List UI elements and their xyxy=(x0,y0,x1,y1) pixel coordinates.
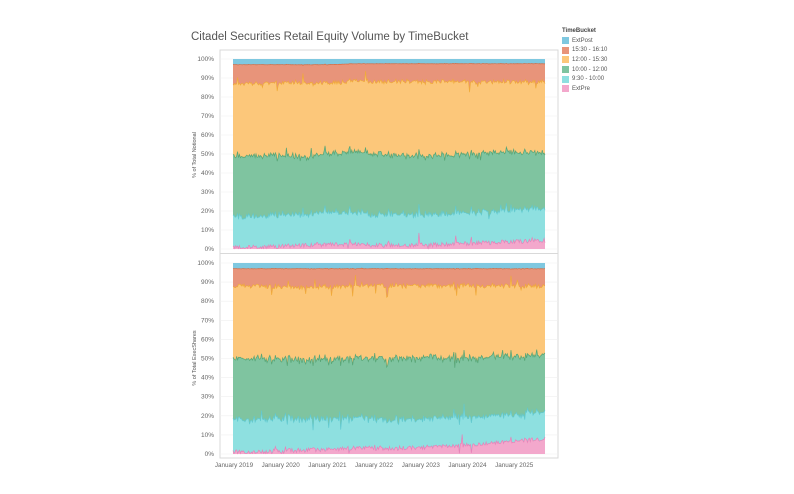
legend-label: 10:00 - 12:00 xyxy=(572,66,608,73)
x-tick-label: January 2024 xyxy=(448,462,487,469)
y-axis-label: % of Total Notional xyxy=(192,132,198,178)
y-tick-label: 80% xyxy=(201,298,214,305)
y-tick-label: 30% xyxy=(201,189,214,196)
x-tick-label: January 2023 xyxy=(402,462,441,469)
series-line-15-30-16-10 xyxy=(232,62,546,66)
series-line-10-00-12-00 xyxy=(232,145,546,162)
legend-swatch xyxy=(562,85,569,93)
legend-item-1200-1530[interactable]: 12:00 - 15:30 xyxy=(562,55,642,65)
y-tick-label: 50% xyxy=(201,356,214,363)
legend-item-930-1000[interactable]: 9:30 - 10:00 xyxy=(562,74,642,84)
legend-item-extpost[interactable]: ExtPost xyxy=(562,36,642,46)
legend-item-1000-1200[interactable]: 10:00 - 12:00 xyxy=(562,65,642,75)
legend-item-1530-1610[interactable]: 15:30 - 16:10 xyxy=(562,46,642,56)
series-line-12-00-15-30 xyxy=(232,71,546,93)
y-tick-label: 100% xyxy=(197,56,214,63)
y-tick-label: 60% xyxy=(201,336,214,343)
legend-label: 9:30 - 10:00 xyxy=(572,76,605,83)
legend-title: TimeBucket xyxy=(562,28,596,34)
legend-swatch xyxy=(562,75,569,83)
y-axis-label: % of Total ExecShares xyxy=(192,330,198,385)
y-tick-label: 60% xyxy=(201,132,214,139)
y-tick-label: 10% xyxy=(201,227,214,234)
area-extpost xyxy=(233,263,545,270)
area-extpost xyxy=(233,59,545,66)
series-line-12-00-15-30 xyxy=(232,275,546,298)
legend-swatch xyxy=(562,56,569,64)
legend-swatch xyxy=(562,66,569,74)
area-10-00-12-00 xyxy=(233,145,545,220)
y-tick-label: 90% xyxy=(201,75,214,82)
area-9-30-10-00 xyxy=(233,403,545,454)
y-tick-label: 0% xyxy=(205,246,215,253)
x-tick-label: January 2020 xyxy=(262,462,301,469)
series-line-extpre xyxy=(232,434,546,455)
legend-label: 15:30 - 16:10 xyxy=(572,47,608,54)
y-tick-label: 20% xyxy=(201,208,214,215)
area-10-00-12-00 xyxy=(233,349,545,431)
series-line-9-30-10-00 xyxy=(232,203,546,220)
y-tick-label: 90% xyxy=(201,279,214,286)
y-tick-label: 70% xyxy=(201,317,214,324)
y-tick-label: 100% xyxy=(197,260,214,267)
legend: TimeBucket ExtPost 15:30 - 16:10 12:00 -… xyxy=(562,28,642,94)
series-line-extpre xyxy=(232,232,546,250)
area-extpre xyxy=(233,434,545,454)
area-12-00-15-30 xyxy=(233,71,545,162)
y-tick-label: 50% xyxy=(201,151,214,158)
y-tick-label: 40% xyxy=(201,375,214,382)
chart-title: Citadel Securities Retail Equity Volume … xyxy=(191,31,469,43)
legend-label: 12:00 - 15:30 xyxy=(572,56,608,63)
area-12-00-15-30 xyxy=(233,275,545,368)
y-tick-label: 0% xyxy=(205,451,215,458)
legend-label: ExtPre xyxy=(572,85,591,92)
y-tick-label: 40% xyxy=(201,170,214,177)
series-line-10-00-12-00 xyxy=(232,349,546,369)
area-15-30-16-10 xyxy=(233,268,545,298)
area-15-30-16-10 xyxy=(233,63,545,93)
y-tick-label: 20% xyxy=(201,413,214,420)
x-tick-label: January 2022 xyxy=(355,462,394,469)
series-line-15-30-16-10 xyxy=(232,267,546,270)
y-tick-label: 70% xyxy=(201,113,214,120)
legend-item-extpre[interactable]: ExtPre xyxy=(562,84,642,94)
x-tick-label: January 2025 xyxy=(495,462,534,469)
y-tick-label: 80% xyxy=(201,94,214,101)
x-tick-label: January 2021 xyxy=(308,462,347,469)
legend-swatch xyxy=(562,37,569,45)
y-tick-label: 10% xyxy=(201,432,214,439)
legend-label: ExtPost xyxy=(572,37,593,44)
y-tick-label: 30% xyxy=(201,394,214,401)
x-tick-label: January 2019 xyxy=(215,462,254,469)
series-line-9-30-10-00 xyxy=(232,403,546,431)
area-9-30-10-00 xyxy=(233,203,545,249)
legend-swatch xyxy=(562,46,569,54)
